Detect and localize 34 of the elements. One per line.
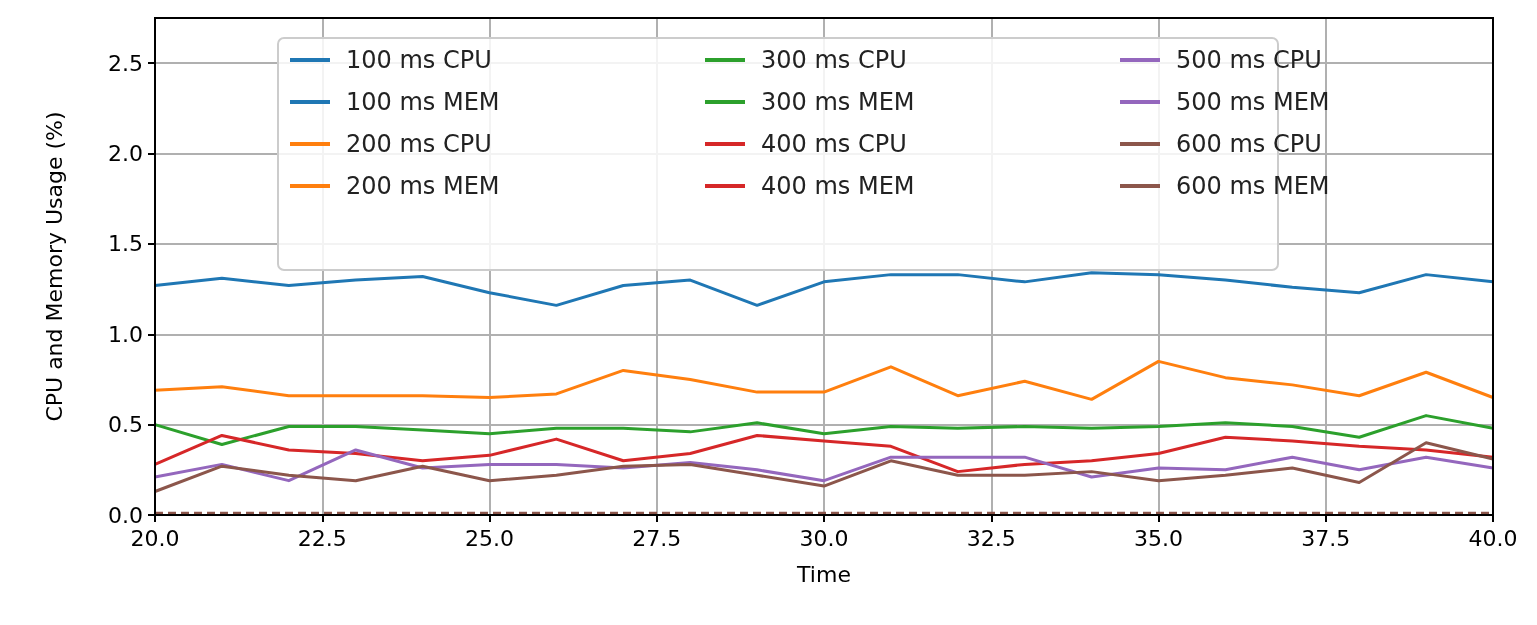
x-tick-label: 37.5 [1301, 525, 1351, 551]
x-tick-label: 27.5 [632, 525, 682, 551]
x-tick-label: 20.0 [130, 525, 180, 551]
x-tick-label: 30.0 [799, 525, 849, 551]
legend-label: 400 ms CPU [761, 130, 907, 158]
legend-label: 200 ms CPU [346, 130, 492, 158]
line-series [153, 271, 1495, 307]
legend-label: 600 ms CPU [1176, 130, 1322, 158]
legend-label: 300 ms CPU [761, 46, 907, 74]
y-tick-label: 0.0 [108, 502, 143, 528]
y-tick-label: 2.5 [108, 50, 143, 76]
y-tick-label: 1.5 [108, 231, 143, 257]
x-tick-label: 25.0 [465, 525, 514, 551]
line-series [153, 359, 1495, 401]
legend-label: 300 ms MEM [761, 88, 915, 116]
x-tick-label: 32.5 [966, 525, 1016, 551]
legend-label: 400 ms MEM [761, 172, 915, 200]
legend-label: 600 ms MEM [1176, 172, 1330, 200]
line-series [153, 441, 1495, 494]
x-tick-label: 40.0 [1468, 525, 1518, 551]
x-tick-label: 22.5 [297, 525, 347, 551]
legend-label: 100 ms MEM [346, 88, 500, 116]
line-series [153, 414, 1495, 447]
y-axis-title: CPU and Memory Usage (%) [41, 111, 67, 422]
legend-label: 500 ms MEM [1176, 88, 1330, 116]
line-series [153, 433, 1495, 474]
y-tick-label: 2.0 [108, 141, 143, 167]
y-tick-label: 0.5 [108, 412, 143, 438]
x-tick-label: 35.0 [1134, 525, 1183, 551]
legend-label: 500 ms CPU [1176, 46, 1322, 74]
y-tick-label: 1.0 [108, 321, 143, 347]
legend-label: 100 ms CPU [346, 46, 492, 74]
legend-label: 200 ms MEM [346, 172, 500, 200]
x-axis-title: Time [796, 561, 851, 587]
